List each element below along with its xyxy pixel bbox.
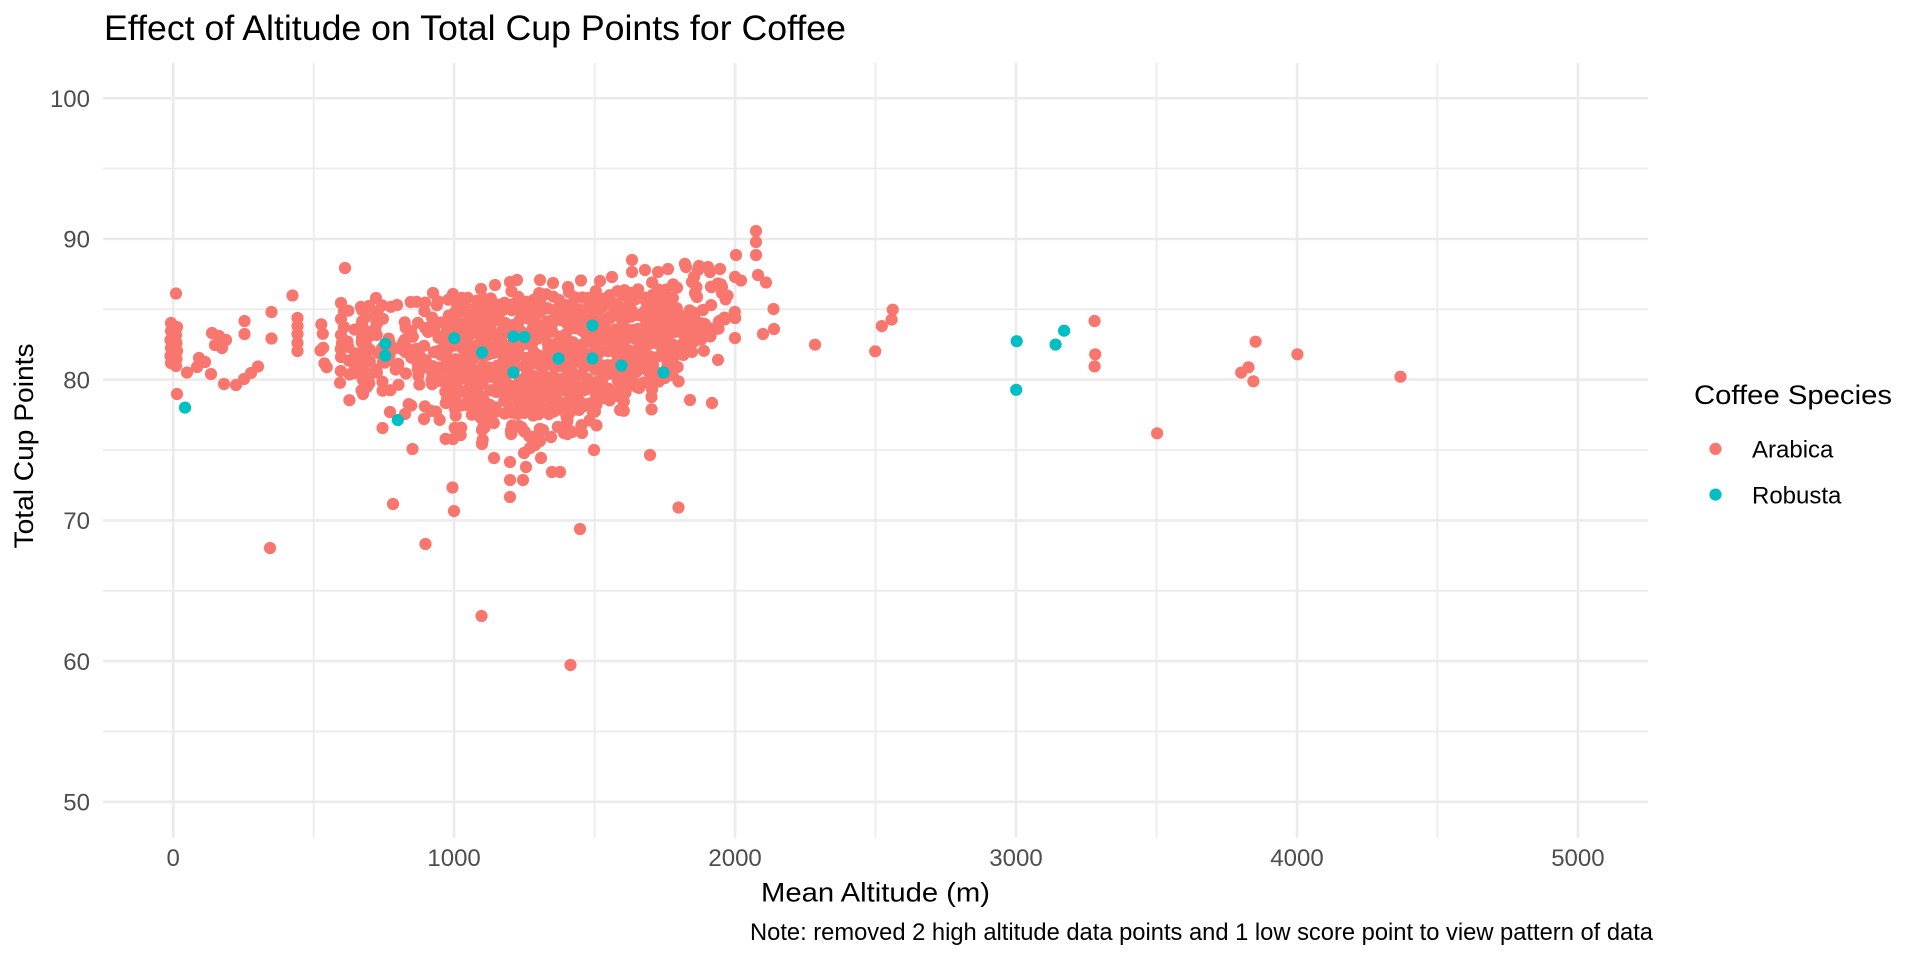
svg-text:5000: 5000: [1551, 845, 1604, 872]
svg-text:0: 0: [167, 845, 180, 872]
svg-text:100: 100: [50, 86, 90, 113]
svg-text:Total Cup Points: Total Cup Points: [9, 344, 39, 549]
svg-text:Effect of Altitude on Total Cu: Effect of Altitude on Total Cup Points f…: [104, 9, 846, 48]
svg-text:4000: 4000: [1270, 845, 1323, 872]
svg-text:50: 50: [63, 790, 90, 817]
svg-text:90: 90: [63, 227, 90, 254]
svg-text:60: 60: [63, 649, 90, 676]
svg-text:Coffee Species: Coffee Species: [1694, 380, 1892, 410]
svg-text:Arabica: Arabica: [1752, 437, 1834, 464]
svg-text:Robusta: Robusta: [1752, 482, 1842, 509]
svg-text:1000: 1000: [427, 845, 480, 872]
svg-text:2000: 2000: [708, 845, 761, 872]
svg-text:70: 70: [63, 508, 90, 535]
svg-text:80: 80: [63, 367, 90, 394]
svg-text:3000: 3000: [989, 845, 1042, 872]
svg-text:Note: removed 2 high altitude: Note: removed 2 high altitude data point…: [750, 919, 1654, 946]
svg-text:Mean Altitude (m): Mean Altitude (m): [761, 878, 990, 908]
